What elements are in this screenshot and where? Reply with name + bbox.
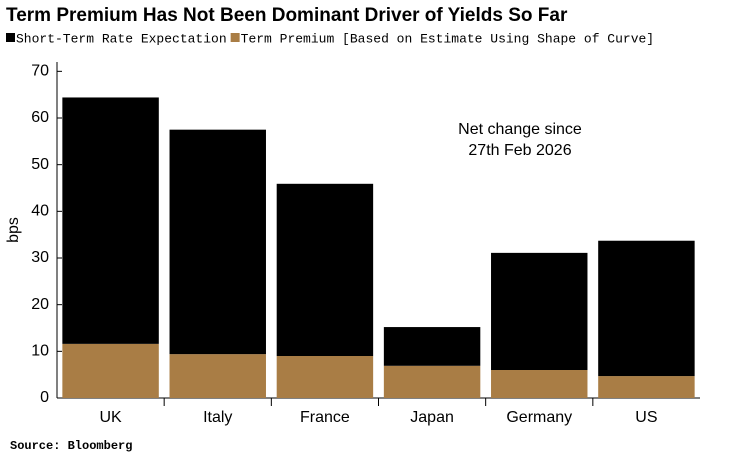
y-tick-label: 50 xyxy=(31,156,49,173)
y-tick-label: 30 xyxy=(31,249,49,266)
y-tick-label: 70 xyxy=(31,63,49,80)
bar-segment xyxy=(491,370,588,398)
annotation: Net change since xyxy=(458,121,582,138)
y-tick-label: 60 xyxy=(31,109,49,126)
bar-segment xyxy=(491,252,588,370)
x-tick-label: France xyxy=(300,409,350,426)
annotation: 27th Feb 2026 xyxy=(468,142,571,159)
bar-segment xyxy=(276,183,374,356)
bar-segment xyxy=(598,376,695,398)
y-tick-label: 20 xyxy=(31,296,49,313)
x-tick-label: Italy xyxy=(203,409,232,426)
x-tick-label: UK xyxy=(99,409,122,426)
source: Source: Bloomberg xyxy=(10,439,132,453)
legend-label: Short-Term Rate Expectation xyxy=(16,31,227,46)
bar-segment xyxy=(62,343,159,398)
legend-swatch xyxy=(6,33,15,42)
legend-label: Term Premium [Based on Estimate Using Sh… xyxy=(241,31,654,46)
y-tick-label: 0 xyxy=(40,389,49,406)
legend-swatch xyxy=(230,33,240,42)
x-tick-label: Germany xyxy=(506,409,572,426)
chart-title: Term Premium Has Not Been Dominant Drive… xyxy=(6,5,568,26)
y-tick-label: 40 xyxy=(31,203,49,220)
bar-segment xyxy=(169,129,266,355)
bar-segment xyxy=(62,97,159,344)
bar-segment xyxy=(169,354,266,398)
y-axis-label: bps xyxy=(5,217,22,243)
x-tick-label: US xyxy=(635,409,657,426)
x-tick-label: Japan xyxy=(410,409,454,426)
y-tick-label: 10 xyxy=(31,343,49,360)
bar-segment xyxy=(276,356,374,398)
bar-segment xyxy=(598,240,695,377)
bar-segment xyxy=(383,327,481,366)
bar-segment xyxy=(383,365,481,398)
